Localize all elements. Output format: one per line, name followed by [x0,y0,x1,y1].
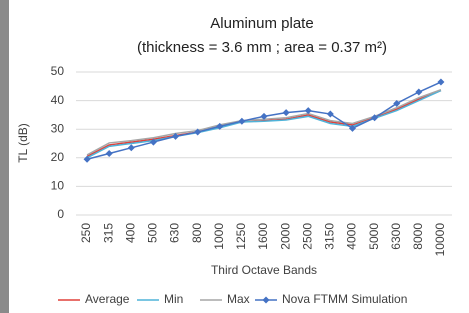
side-strip [0,0,9,313]
x-tick-label: 6300 [389,223,403,250]
y-tick-label: 30 [51,121,65,135]
y-tick-label: 0 [57,207,64,221]
x-tick-label: 8000 [411,223,425,250]
y-axis-title: TL (dB) [16,123,30,163]
x-tick-label: 315 [101,223,115,243]
y-tick-label: 50 [51,64,65,78]
y-tick-label: 40 [51,93,65,107]
legend-label: Nova FTMM Simulation [282,292,407,306]
legend-label: Min [164,292,183,306]
chart-subtitle: (thickness = 3.6 mm ; area = 0.37 m²) [137,39,387,56]
chart-title: Aluminum plate [210,15,313,32]
x-tick-label: 1000 [212,223,226,250]
x-tick-label: 2500 [300,223,314,250]
x-tick-label: 400 [123,223,137,243]
x-tick-label: 4000 [345,223,359,250]
y-tick-label: 10 [51,179,65,193]
x-tick-label: 630 [168,223,182,243]
x-tick-label: 10000 [433,223,447,257]
x-tick-label: 5000 [367,223,381,250]
legend-label: Max [227,292,250,306]
x-tick-label: 2000 [278,223,292,250]
x-tick-label: 800 [190,223,204,243]
x-tick-label: 1250 [234,223,248,250]
x-tick-label: 250 [79,223,93,243]
x-tick-label: 1600 [256,223,270,250]
legend-label: Average [85,292,130,306]
x-tick-label: 500 [146,223,160,243]
x-tick-label: 3150 [323,223,337,250]
page: {"chart_data": {"type": "line", "title":… [0,0,469,313]
y-tick-label: 20 [51,150,65,164]
chart: Aluminum plate (thickness = 3.6 mm ; are… [0,0,469,313]
x-axis-title: Third Octave Bands [211,263,317,277]
